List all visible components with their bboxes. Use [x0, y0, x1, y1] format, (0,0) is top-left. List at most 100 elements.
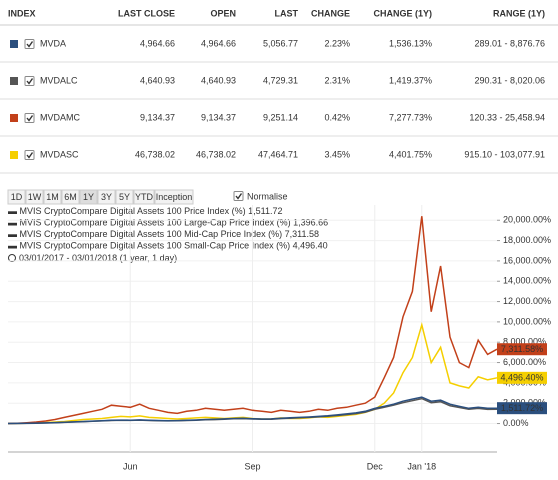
y-tick-label: 16,000.00%: [503, 255, 551, 265]
series-line: [7, 216, 498, 425]
period-label: 1D: [11, 192, 23, 202]
period-label: YTD: [135, 192, 154, 202]
period-button[interactable]: [61, 189, 80, 205]
column-header: LAST CLOSE: [118, 8, 175, 18]
period-label: 1Y: [83, 192, 94, 202]
column-header: INDEX: [8, 8, 36, 18]
period-button[interactable]: [97, 189, 116, 205]
period-label: 5Y: [119, 192, 130, 202]
cell: 7,277.73%: [389, 112, 432, 122]
cell: 9,134.37: [140, 112, 175, 122]
column-header: CHANGE: [311, 8, 350, 18]
period-button[interactable]: [79, 189, 98, 205]
period-button[interactable]: [43, 189, 62, 205]
checkbox[interactable]: [24, 39, 35, 49]
period-button[interactable]: [115, 189, 134, 205]
legend-entry: ▬ MVIS CryptoCompare Digital Assets 100 …: [8, 206, 283, 216]
check-mark: [235, 193, 243, 200]
y-tick-label: 0.00%: [503, 418, 529, 428]
cell: 4,964.66: [140, 38, 175, 48]
date-range: 03/01/2017 - 03/01/2018 (1 year, 1 day): [19, 253, 177, 263]
cell: 4,964.66: [201, 38, 236, 48]
cell: 1,536.13%: [389, 38, 432, 48]
normalise-label: Normalise: [247, 191, 288, 201]
period-label: 1W: [28, 192, 42, 202]
column-header: LAST: [275, 8, 299, 18]
cell: 915.10 - 103,077.91: [464, 149, 545, 159]
column-header: RANGE (1Y): [493, 8, 545, 18]
period-label: 3Y: [101, 192, 112, 202]
legend-value: 4,496.40: [293, 241, 328, 251]
check-mark: [26, 115, 34, 122]
end-label: 7,311.58%: [501, 344, 543, 354]
clock-icon: [8, 254, 16, 262]
color-swatch: [10, 77, 18, 85]
end-badge: [497, 402, 547, 415]
check-mark: [26, 78, 34, 85]
cell: 9,251.14: [263, 112, 298, 122]
color-swatch: [10, 151, 18, 159]
legend-value: 1,511.72: [248, 206, 282, 216]
y-tick-label: 18,000.00%: [503, 235, 551, 245]
check-mark: [26, 152, 34, 159]
legend-bullet: ▬: [8, 241, 20, 251]
legend-bullet: ▬: [8, 206, 20, 216]
period-button[interactable]: [25, 189, 44, 205]
column-header: OPEN: [210, 8, 236, 18]
check-mark: [26, 41, 34, 48]
checkbox[interactable]: [24, 150, 35, 160]
cell: 47,464.71: [258, 149, 298, 159]
period-button[interactable]: [7, 189, 26, 205]
cell: 46,738.02: [196, 149, 236, 159]
y-tick-label: 6,000.00%: [503, 357, 546, 367]
checkbox[interactable]: [233, 191, 244, 201]
x-tick-label: Jan '18: [407, 461, 436, 471]
period-button[interactable]: [154, 189, 194, 205]
cell: MVDAMC: [40, 112, 80, 122]
y-tick-label: 20,000.00%: [503, 215, 551, 225]
cell: MVDALC: [40, 75, 78, 85]
color-swatch: [10, 40, 18, 48]
checkbox[interactable]: [24, 113, 35, 123]
legend-name: MVIS CryptoCompare Digital Assets 100 Mi…: [20, 229, 283, 239]
y-tick-label: 10,000.00%: [503, 316, 551, 326]
color-swatch: [10, 114, 18, 122]
period-label: Inception: [156, 192, 193, 202]
y-tick-label: 14,000.00%: [503, 276, 551, 286]
cell: 4,729.31: [263, 75, 298, 85]
legend-entry: ▬ MVIS CryptoCompare Digital Assets 100 …: [8, 229, 319, 239]
cell: 9,134.37: [201, 112, 236, 122]
cell: 2.31%: [324, 75, 350, 85]
cell: 4,640.93: [201, 75, 236, 85]
cell: 3.45%: [324, 149, 350, 159]
legend-name: MVIS CryptoCompare Digital Assets 100 La…: [20, 218, 291, 228]
x-tick-label: Jun: [123, 461, 138, 471]
x-tick-label: Dec: [367, 461, 384, 471]
cell: 46,738.02: [135, 149, 175, 159]
legend-name: MVIS CryptoCompare Digital Assets 100 Pr…: [20, 206, 246, 216]
cell: 4,401.75%: [389, 149, 432, 159]
cell: 290.31 - 8,020.06: [474, 75, 545, 85]
checkbox[interactable]: [24, 76, 35, 86]
cell: 2.23%: [324, 38, 350, 48]
period-button[interactable]: [133, 189, 155, 205]
legend-entry: ▬ MVIS CryptoCompare Digital Assets 100 …: [8, 241, 328, 251]
legend-entry: ▬ MVIS CryptoCompare Digital Assets 100 …: [8, 218, 328, 228]
cell: 0.42%: [324, 112, 350, 122]
cell: 1,419.37%: [389, 75, 432, 85]
end-label: 4,496.40%: [500, 373, 543, 383]
column-header: CHANGE (1Y): [373, 8, 432, 18]
legend-name: MVIS CryptoCompare Digital Assets 100 Sm…: [20, 241, 291, 251]
end-badge: [497, 343, 547, 356]
end-badge: [497, 371, 547, 384]
period-label: 6M: [64, 192, 77, 202]
cell: 4,640.93: [140, 75, 175, 85]
x-tick-label: Sep: [244, 461, 260, 471]
cell: MVDASC: [40, 149, 79, 159]
legend-bullet: ▬: [8, 218, 20, 228]
cell: MVDA: [40, 38, 66, 48]
y-tick-label: 8,000.00%: [503, 337, 546, 347]
cell: 5,056.77: [263, 38, 298, 48]
cell: 289.01 - 8,876.76: [474, 38, 545, 48]
